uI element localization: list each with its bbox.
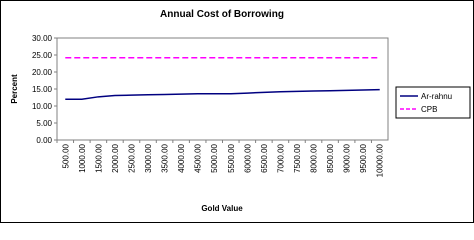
- chart-title: Annual Cost of Borrowing: [160, 9, 284, 20]
- chart: Annual Cost of Borrowing Gold Value Perc…: [0, 0, 474, 223]
- x-tick-label: 500.00: [61, 143, 70, 168]
- y-tick-label: 20.00: [32, 68, 53, 77]
- x-tick-label: 5500.00: [227, 143, 236, 172]
- x-tick-label: 3000.00: [144, 143, 153, 172]
- x-tick-label: 4000.00: [177, 143, 186, 172]
- y-axis-title: Percent: [10, 74, 19, 104]
- legend-label: Ar-rahnu: [421, 92, 452, 101]
- x-tick-label: 8000.00: [310, 143, 319, 172]
- x-tick-label: 6500.00: [260, 143, 269, 172]
- x-tick-label: 1000.00: [78, 143, 87, 172]
- legend-label: CPB: [421, 105, 437, 114]
- x-axis-title: Gold Value: [201, 204, 243, 213]
- x-tick-label: 4500.00: [194, 143, 203, 172]
- x-tick-label: 5000.00: [210, 143, 219, 172]
- x-tick-label: 10000.00: [376, 143, 385, 177]
- line-series: [65, 88, 380, 100]
- x-tick-label: 9000.00: [343, 143, 352, 172]
- y-tick-label: 25.00: [32, 51, 53, 60]
- y-tick-label: 15.00: [32, 85, 53, 94]
- plot-area: [56, 37, 389, 141]
- x-tick-label: 1500.00: [94, 143, 103, 172]
- x-tick-label: 9500.00: [359, 143, 368, 172]
- y-tick-label: 10.00: [32, 102, 53, 111]
- x-tick-label: 7000.00: [276, 143, 285, 172]
- y-tick-label: 30.00: [32, 34, 53, 43]
- x-tick-label: 6000.00: [243, 143, 252, 172]
- legend: [395, 86, 471, 119]
- x-tick-label: 7500.00: [293, 143, 302, 172]
- x-tick-label: 2500.00: [127, 143, 136, 172]
- y-tick-label: 5.00: [36, 119, 52, 128]
- x-tick-label: 3500.00: [161, 143, 170, 172]
- y-tick-label: 0.00: [36, 136, 52, 145]
- x-tick-label: 2000.00: [111, 143, 120, 172]
- x-tick-label: 8500.00: [326, 143, 335, 172]
